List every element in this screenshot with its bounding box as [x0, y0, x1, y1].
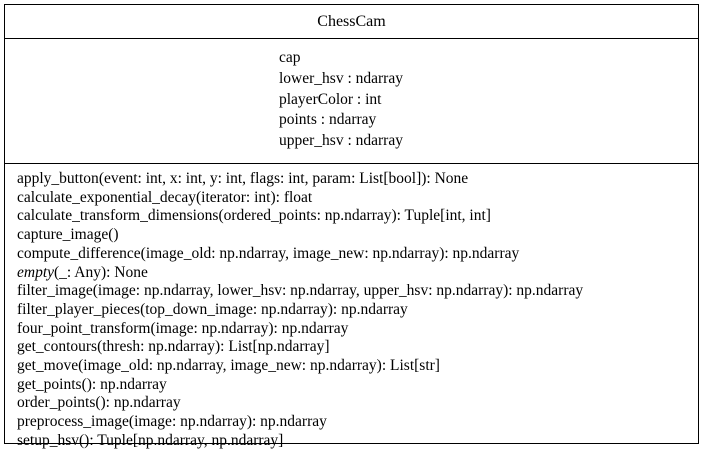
- method-item: preprocess_image(image: np.ndarray): np.…: [17, 413, 698, 432]
- method-signature: (): np.ndarray: [81, 375, 167, 393]
- attribute-item: playerColor : int: [279, 90, 382, 108]
- method-signature: (image: np.ndarray): np.ndarray: [150, 319, 349, 337]
- method-name: filter_image: [17, 282, 93, 300]
- attribute-item: upper_hsv : ndarray: [279, 132, 403, 150]
- method-item: filter_image(image: np.ndarray, lower_hs…: [17, 282, 698, 301]
- method-name: get_move: [17, 357, 79, 375]
- method-signature: (image: np.ndarray, lower_hsv: np.ndarra…: [92, 282, 584, 300]
- method-name: capture_image: [17, 226, 109, 244]
- attribute-item: points : ndarray: [279, 111, 377, 129]
- method-name: preprocess_image: [17, 413, 129, 431]
- method-item: empty(_: Any): None: [17, 264, 698, 283]
- method-name: filter_player_pieces: [17, 300, 141, 318]
- method-name: calculate_transform_dimensions: [17, 207, 219, 225]
- method-signature: (image_old: np.ndarray, image_new: np.nd…: [140, 244, 520, 262]
- method-signature: (ordered_points: np.ndarray): Tuple[int,…: [218, 207, 491, 225]
- method-item: capture_image(): [17, 226, 698, 245]
- method-signature: (_: Any): None: [54, 263, 148, 281]
- method-name: empty: [17, 263, 55, 281]
- attribute-item: cap: [279, 49, 301, 66]
- attribute-item: lower_hsv : ndarray: [279, 69, 403, 87]
- attributes-compartment: cap lower_hsv : ndarray playerColor : int p…: [5, 39, 698, 164]
- method-item: calculate_transform_dimensions(ordered_p…: [17, 207, 698, 226]
- uml-class-box: ChessCam cap lower_hsv : ndarray playerCol…: [4, 4, 699, 449]
- method-list: apply_button(event: int, x: int, y: int,…: [17, 170, 698, 451]
- method-item: order_points(): np.ndarray: [17, 394, 698, 413]
- method-name: apply_button: [17, 170, 99, 187]
- method-signature: (image: np.ndarray): np.ndarray: [128, 413, 327, 431]
- method-signature: (): Tuple[np.ndarray, np.ndarray]: [79, 431, 284, 449]
- method-name: calculate_exponential_decay: [17, 188, 197, 206]
- method-item: four_point_transform(image: np.ndarray):…: [17, 320, 698, 339]
- method-item: filter_player_pieces(top_down_image: np.…: [17, 301, 698, 320]
- method-item: get_move(image_old: np.ndarray, image_ne…: [17, 357, 698, 376]
- method-signature: (): [108, 226, 119, 244]
- method-name: get_contours: [17, 338, 98, 356]
- method-name: four_point_transform: [17, 319, 151, 337]
- method-item: apply_button(event: int, x: int, y: int,…: [17, 170, 698, 189]
- method-item: calculate_exponential_decay(iterator: in…: [17, 189, 698, 208]
- method-item: compute_difference(image_old: np.ndarray…: [17, 245, 698, 264]
- method-name: compute_difference: [17, 244, 141, 262]
- method-name: get_points: [17, 375, 82, 393]
- attribute-list: cap lower_hsv : ndarray playerColor : int p…: [279, 48, 403, 152]
- method-signature: (top_down_image: np.ndarray): np.ndarray: [140, 300, 408, 318]
- class-name: ChessCam: [5, 5, 698, 39]
- method-signature: (event: int, x: int, y: int, flags: int,…: [98, 170, 469, 187]
- method-signature: (): np.ndarray: [95, 394, 181, 412]
- method-signature: (thresh: np.ndarray): List[np.ndarray]: [97, 338, 330, 356]
- method-signature: (iterator: int): float: [196, 188, 313, 206]
- method-name: order_points: [17, 394, 96, 412]
- method-item: get_points(): np.ndarray: [17, 376, 698, 395]
- method-signature: (image_old: np.ndarray, image_new: np.nd…: [78, 357, 440, 375]
- method-item: setup_hsv(): Tuple[np.ndarray, np.ndarra…: [17, 432, 698, 451]
- method-item: get_contours(thresh: np.ndarray): List[n…: [17, 338, 698, 357]
- method-name: setup_hsv: [17, 431, 79, 449]
- methods-compartment: apply_button(event: int, x: int, y: int,…: [5, 164, 698, 451]
